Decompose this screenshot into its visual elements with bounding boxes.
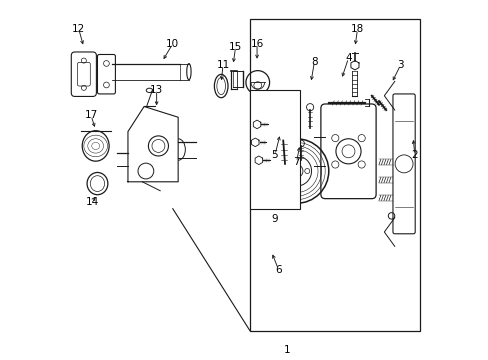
Bar (249, 90, 300, 209)
Text: 13: 13 (150, 85, 163, 95)
Text: 5: 5 (271, 150, 278, 160)
Text: 4: 4 (345, 53, 351, 63)
Text: 18: 18 (350, 24, 364, 35)
Text: 7: 7 (293, 157, 299, 167)
Text: 12: 12 (72, 24, 85, 35)
Text: 6: 6 (275, 265, 281, 275)
Bar (249, 19, 419, 330)
Text: 9: 9 (271, 215, 278, 224)
Text: 3: 3 (396, 60, 403, 70)
Text: 16: 16 (250, 39, 263, 49)
Text: 15: 15 (228, 42, 242, 52)
Text: 8: 8 (310, 57, 317, 67)
Text: 17: 17 (84, 111, 98, 121)
Text: 14: 14 (85, 197, 99, 207)
Text: 1: 1 (284, 345, 290, 355)
Text: 10: 10 (166, 39, 179, 49)
Text: 2: 2 (411, 150, 417, 160)
Text: 11: 11 (216, 60, 229, 70)
